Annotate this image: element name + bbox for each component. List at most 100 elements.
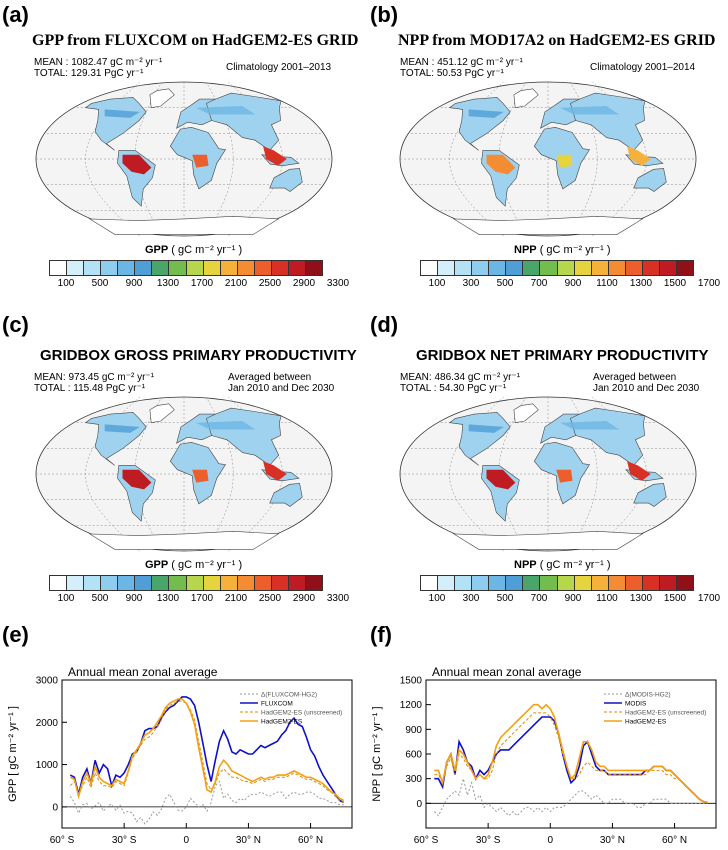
colorbar-swatch [237, 576, 255, 590]
mean-stat-d: MEAN: 486.34 gC m⁻² yr⁻¹ [400, 372, 521, 383]
panel-label-a: (a) [2, 2, 29, 27]
colorbar-swatch [489, 261, 507, 275]
land-northAmerica [84, 412, 147, 466]
colorbar-swatch [421, 261, 439, 275]
region-congo [556, 469, 573, 483]
colorbar-swatch [220, 576, 238, 590]
y-tick-label: 600 [405, 750, 422, 761]
colorbar-swatch [203, 261, 221, 275]
x-tick-label: 30° S [112, 835, 137, 846]
colorbar-tick-label: 1700 [190, 278, 214, 289]
y-tick-label: 2000 [36, 718, 59, 729]
land-antarctica [88, 215, 280, 235]
region-boreal-eurasia [559, 106, 620, 115]
colorbar-tick-label: 3300 [326, 278, 350, 289]
colorbar-tick-label: 900 [564, 278, 582, 289]
colorbar-swatch [540, 261, 558, 275]
colorbar-swatch [472, 576, 490, 590]
colorbar-swatch [608, 576, 626, 590]
region-se-asia [263, 146, 287, 166]
colorbar-swatch [169, 576, 187, 590]
colorbar-tick-label: 2900 [292, 278, 316, 289]
y-axis-label: GPP [ gC m⁻² yr⁻¹ ] [7, 706, 19, 802]
land-northAmerica [84, 97, 147, 151]
colorbar-swatch [557, 576, 575, 590]
colorbar-npp-b [420, 260, 694, 276]
colorbar-tick-label: 300 [462, 593, 480, 604]
region-congo [192, 154, 209, 168]
colorbar-swatch [540, 576, 558, 590]
colorbar-swatch [50, 261, 68, 275]
panel-label-d: (d) [370, 312, 399, 337]
colorbar-swatch [574, 576, 592, 590]
colorbar-swatch [676, 261, 693, 275]
colorbar-swatch [591, 261, 609, 275]
total-stat-d: TOTAL : 54.30 PgC yr⁻¹ [400, 383, 507, 394]
region-boreal-eurasia [559, 421, 620, 430]
colorbar-tick-label: 500 [91, 278, 109, 289]
colorbar-tick-label: 1300 [629, 593, 653, 604]
colorbar-swatch [472, 261, 490, 275]
land-australia [633, 168, 667, 192]
land-antarctica [452, 530, 644, 550]
y-tick-label: 300 [405, 774, 422, 785]
series-line [434, 712, 708, 803]
series-line [434, 703, 708, 804]
x-tick-label: 0 [184, 835, 190, 846]
colorbar-swatch [101, 576, 119, 590]
panel-label-b: (b) [370, 2, 399, 27]
colorbar-swatch [591, 576, 609, 590]
x-tick-label: 30° N [236, 835, 261, 846]
map-gridline [498, 81, 527, 237]
total-stat-b: TOTAL: 50.53 PgC yr⁻¹ [400, 68, 504, 79]
period-d-line1: Averaged between [593, 372, 677, 383]
colorbar-swatch [237, 261, 255, 275]
y-tick-label: 1500 [400, 676, 423, 687]
world-map-npp-modis [399, 81, 697, 237]
map-gridline [498, 396, 527, 552]
region-boreal-na [104, 424, 140, 433]
colorbar-tick-label: 1300 [629, 278, 653, 289]
y-tick-label: 3000 [36, 676, 59, 687]
colorbar-swatch [254, 576, 272, 590]
land-australia [269, 168, 303, 192]
colorbar-tick-label: 2900 [292, 593, 316, 604]
colorbar-tick-label: 100 [428, 593, 446, 604]
colorbar-tick-label: 100 [428, 278, 446, 289]
colorbar-tick-label: 900 [125, 278, 143, 289]
colorbar-swatch [489, 576, 507, 590]
colorbar-swatch [271, 576, 289, 590]
region-se-asia [627, 461, 651, 481]
region-congo [556, 154, 573, 168]
legend-label: HadGEM2-ES [625, 719, 667, 726]
colorbar-swatch [135, 261, 153, 275]
colorbar-ticks-a: 100 500 900 1300 1700 2100 2500 2900 3300 [49, 278, 349, 290]
total-stat-c: TOTAL : 115.48 PgC yr⁻¹ [34, 383, 146, 394]
colorbar-tick-label: 1700 [697, 593, 721, 604]
legend-label: HadGEM2-ES (unscreened) [261, 710, 342, 717]
x-tick-label: 60° S [50, 835, 75, 846]
zonal-title-f: Annual mean zonal average [432, 665, 582, 679]
period-c-line1: Averaged between [228, 372, 312, 383]
colorbar-gpp-a [49, 260, 323, 276]
colorbar-swatch [186, 261, 204, 275]
series-line [69, 780, 344, 825]
colorbar-label-d: NPP ( gC m⁻² yr⁻¹ ) [514, 559, 611, 571]
colorbar-swatch [67, 576, 85, 590]
colorbar-tick-label: 2100 [224, 593, 248, 604]
period-a: Climatology 2001–2013 [226, 62, 332, 73]
legend-label: HadGEM2-ES (unscreened) [625, 710, 706, 717]
land-antarctica [452, 215, 644, 235]
colorbar-npp-d [420, 575, 694, 591]
colorbar-swatch [305, 261, 322, 275]
colorbar-swatch [84, 261, 102, 275]
colorbar-swatch [676, 576, 693, 590]
y-tick-label: 1000 [36, 760, 59, 771]
series-line [69, 700, 344, 804]
region-boreal-na [468, 109, 504, 118]
colorbar-swatch [186, 576, 204, 590]
colorbar-swatch [84, 576, 102, 590]
region-se-asia [263, 461, 287, 481]
colorbar-swatch [659, 576, 677, 590]
colorbar-swatch [67, 261, 85, 275]
